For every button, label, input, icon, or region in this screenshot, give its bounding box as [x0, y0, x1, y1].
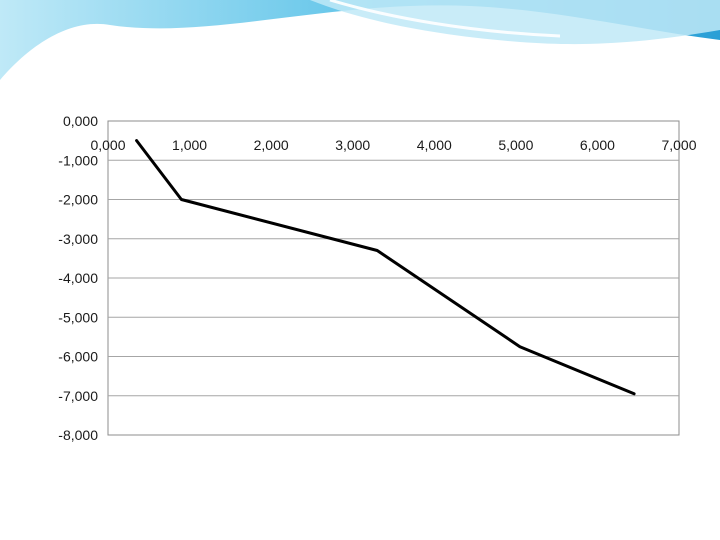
y-tick-label: -3,000	[58, 231, 98, 247]
wave-back	[0, 0, 720, 80]
series-line	[135, 139, 636, 396]
x-tick-label: 5,000	[498, 137, 533, 153]
y-tick-label: -2,000	[58, 192, 98, 208]
wave-highlight	[329, 0, 561, 38]
y-axis-tick-labels: 0,000 -1,000 -2,000 -3,000 -4,000 -5,000 -6,00…	[58, 113, 98, 443]
y-tick-label: -1,000	[58, 152, 98, 168]
y-tick-label: -7,000	[58, 388, 98, 404]
y-tick-label: 0,000	[63, 113, 98, 129]
y-tick-label: -6,000	[58, 349, 98, 365]
x-axis-tick-labels: 0,000 1,000 2,000 3,000 4,000 5,000 6,000 7,000	[90, 137, 696, 153]
wave-front	[310, 0, 720, 45]
x-tick-label: 2,000	[254, 137, 289, 153]
x-tick-label: 3,000	[335, 137, 370, 153]
y-tick-label: -5,000	[58, 309, 98, 325]
x-tick-label: 0,000	[90, 137, 125, 153]
gridlines	[108, 159, 679, 397]
header-wave-decoration	[0, 0, 720, 80]
y-tick-label: -4,000	[58, 270, 98, 286]
x-tick-label: 6,000	[580, 137, 615, 153]
x-tick-label: 7,000	[661, 137, 696, 153]
y-tick-label: -8,000	[58, 427, 98, 443]
x-tick-label: 1,000	[172, 137, 207, 153]
x-tick-label: 4,000	[417, 137, 452, 153]
